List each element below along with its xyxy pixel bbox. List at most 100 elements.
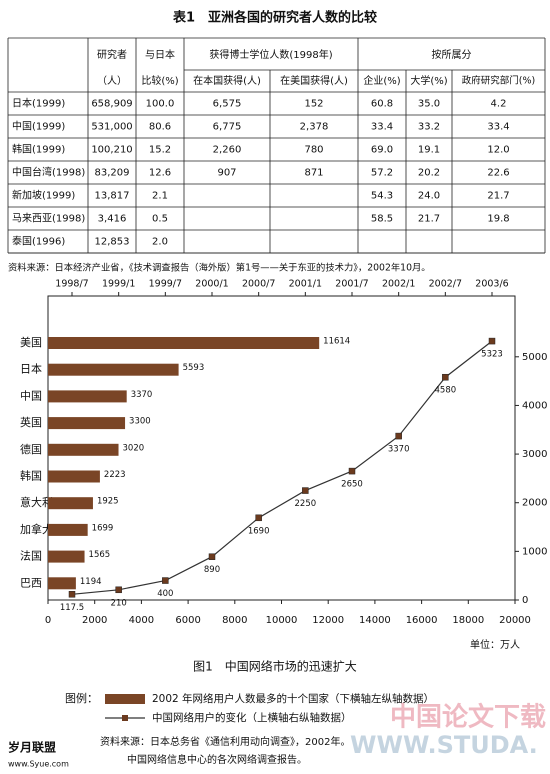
point-value-label: 890 xyxy=(204,565,220,575)
table-cell: 100.0 xyxy=(146,99,175,110)
point-value-label: 2250 xyxy=(295,499,317,509)
header-cell: 在美国获得(人) xyxy=(280,74,348,87)
point-value-label: 210 xyxy=(111,598,127,608)
x-tick-label: 4000 xyxy=(129,615,154,626)
x-tick-label: 10000 xyxy=(266,615,298,626)
row-label: 韩国(1999) xyxy=(12,143,65,156)
bar-value-label: 5593 xyxy=(183,363,205,373)
y2-tick-label: 4000 xyxy=(522,400,547,411)
bar-value-label: 1194 xyxy=(80,577,102,587)
table-cell: 57.2 xyxy=(371,168,393,179)
table-cell: 21.7 xyxy=(487,191,509,202)
table-cell: 69.0 xyxy=(371,145,393,156)
y2-tick-label: 5000 xyxy=(522,352,547,363)
table-cell: 2.0 xyxy=(152,237,168,248)
header-cell: 在本国获得(人) xyxy=(193,74,261,87)
legend-label: 中国网络用户的变化（上横轴右纵轴数据） xyxy=(152,711,352,724)
table-cell: 12.0 xyxy=(487,145,509,156)
table-cell: 12.6 xyxy=(149,168,171,179)
table-cell: 22.6 xyxy=(487,168,509,179)
country-label: 巴西 xyxy=(20,576,42,589)
header-cell: 按所属分 xyxy=(432,48,472,61)
bar-value-label: 3370 xyxy=(131,390,153,400)
table-cell: 83,209 xyxy=(95,168,130,179)
table-cell: 3,416 xyxy=(98,214,127,225)
table-cell: 54.3 xyxy=(371,191,393,202)
y2-tick-label: 0 xyxy=(522,595,528,606)
figure-source: 资料来源：日本总务省《通信利用动向调查》，2002年。 xyxy=(100,735,350,748)
watermark: 岁月联盟 xyxy=(8,740,56,755)
table-cell: 4.2 xyxy=(491,99,507,110)
point-value-label: 3370 xyxy=(388,445,410,455)
top-tick-label: 2002/1 xyxy=(382,279,415,290)
bar xyxy=(48,443,119,456)
point-value-label: 2650 xyxy=(341,480,363,490)
bar xyxy=(48,337,320,349)
top-tick-label: 2000/1 xyxy=(195,279,228,290)
header-cell: 企业(%) xyxy=(363,74,400,87)
bar-value-label: 1699 xyxy=(92,523,114,533)
x-tick-label: 16000 xyxy=(406,615,438,626)
x-tick-label: 20000 xyxy=(499,615,531,626)
y2-tick-label: 1000 xyxy=(522,546,547,557)
country-label: 韩国 xyxy=(20,469,42,483)
legend-label: 2002 年网络用户人数最多的十个国家（下横轴左纵轴数据） xyxy=(152,692,434,705)
line-series xyxy=(71,340,493,595)
point-value-label: 117.5 xyxy=(60,603,84,613)
bar xyxy=(48,363,179,376)
point-value-label: 4580 xyxy=(435,386,457,396)
line-point xyxy=(302,487,309,494)
bar-value-label: 3020 xyxy=(123,443,145,453)
bar xyxy=(48,390,127,403)
top-tick-label: 2001/1 xyxy=(289,279,322,290)
legend-swatch xyxy=(105,694,145,704)
y2-tick-label: 2000 xyxy=(522,498,547,509)
top-tick-label: 2001/7 xyxy=(335,279,368,290)
table-cell: 24.0 xyxy=(418,191,440,202)
line-point xyxy=(348,467,356,475)
country-label: 意大利 xyxy=(20,495,53,509)
table-cell: 152 xyxy=(304,99,323,110)
line-point xyxy=(115,586,122,594)
table-cell: 35.0 xyxy=(418,99,440,110)
header-cell: 与日本 xyxy=(145,48,175,61)
header-cell: 比较(%) xyxy=(141,74,178,87)
bar-value-label: 1565 xyxy=(89,550,111,560)
table-cell: 2.1 xyxy=(152,191,168,202)
table-cell: 33.2 xyxy=(418,122,440,133)
country-label: 英国 xyxy=(20,415,42,429)
legend-marker xyxy=(122,715,128,721)
line-point xyxy=(68,591,76,598)
x-tick-label: 2000 xyxy=(82,615,107,626)
y2-tick-label: 3000 xyxy=(522,449,547,460)
point-value-label: 5323 xyxy=(481,350,503,360)
table-cell: 80.6 xyxy=(149,122,171,133)
unit-label: 单位：万人 xyxy=(470,638,520,651)
legend-title: 图例： xyxy=(65,691,98,705)
top-tick-label: 1999/7 xyxy=(149,279,182,290)
country-label: 德国 xyxy=(20,442,42,456)
top-tick-label: 2002/7 xyxy=(429,279,462,290)
table-cell: 2,260 xyxy=(213,145,242,156)
bar xyxy=(48,550,85,563)
x-tick-label: 6000 xyxy=(175,615,200,626)
row-label: 马来西亚(1998) xyxy=(12,213,85,225)
line-point xyxy=(442,373,449,381)
line-point xyxy=(208,553,216,560)
table-cell: 33.4 xyxy=(487,122,509,133)
table-cell: 20.2 xyxy=(418,168,440,179)
table-cell: 907 xyxy=(217,168,236,179)
header-cell: 获得博士学位人数(1998年) xyxy=(209,48,332,61)
bar xyxy=(48,417,126,430)
table-cell: 12,853 xyxy=(95,237,130,248)
table-cell: 19.8 xyxy=(487,214,509,225)
table-cell: 0.5 xyxy=(152,214,168,225)
x-tick-label: 8000 xyxy=(222,615,247,626)
table-cell: 21.7 xyxy=(418,214,440,225)
header-cell: 研究者 xyxy=(97,48,127,61)
bar-value-label: 11614 xyxy=(323,337,350,347)
top-tick-label: 2003/6 xyxy=(475,279,508,290)
bar xyxy=(48,577,76,590)
country-label: 日本 xyxy=(20,362,42,376)
table-cell: 100,210 xyxy=(91,145,132,156)
